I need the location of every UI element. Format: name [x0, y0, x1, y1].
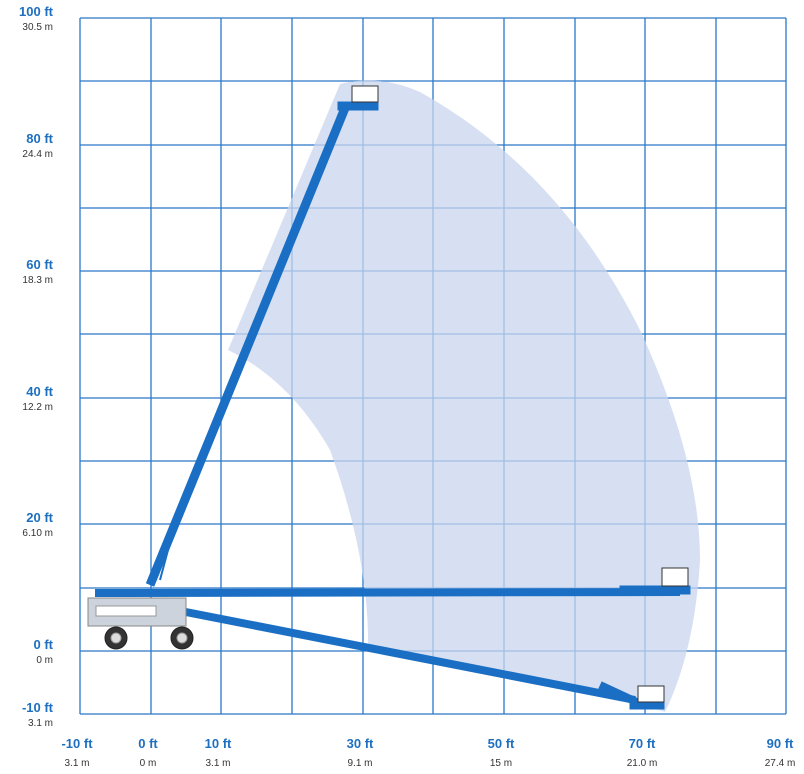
label-meters: 6.10 m — [22, 528, 53, 539]
label-feet: 0 ft — [138, 736, 158, 751]
label-meters: 30.5 m — [22, 22, 53, 33]
label-meters: 0 m — [140, 758, 157, 769]
label-feet: 70 ft — [629, 736, 656, 751]
label-meters: 27.4 m — [765, 758, 796, 769]
label-feet: 80 ft — [26, 131, 53, 146]
label-feet: 100 ft — [19, 4, 54, 19]
label-feet: 90 ft — [767, 736, 794, 751]
label-meters: 18.3 m — [22, 275, 53, 286]
label-meters: 0 m — [36, 655, 53, 666]
label-meters: 3.1 m — [205, 758, 230, 769]
working-envelope — [228, 80, 700, 712]
label-meters: 3.1 m — [64, 758, 89, 769]
label-feet: 60 ft — [26, 257, 53, 272]
label-feet: 0 ft — [34, 637, 54, 652]
label-meters: 9.1 m — [347, 758, 372, 769]
label-feet: 50 ft — [488, 736, 515, 751]
label-feet: 10 ft — [205, 736, 232, 751]
label-feet: -10 ft — [61, 736, 93, 751]
label-feet: 30 ft — [347, 736, 374, 751]
label-meters: 21.0 m — [627, 758, 658, 769]
label-feet: 40 ft — [26, 384, 53, 399]
label-feet: -10 ft — [22, 700, 54, 715]
label-meters: 15 m — [490, 758, 512, 769]
machine — [87, 85, 691, 710]
label-meters: 12.2 m — [22, 402, 53, 413]
label-feet: 20 ft — [26, 510, 53, 525]
label-meters: 24.4 m — [22, 149, 53, 160]
label-meters: 3.1 m — [28, 718, 53, 729]
